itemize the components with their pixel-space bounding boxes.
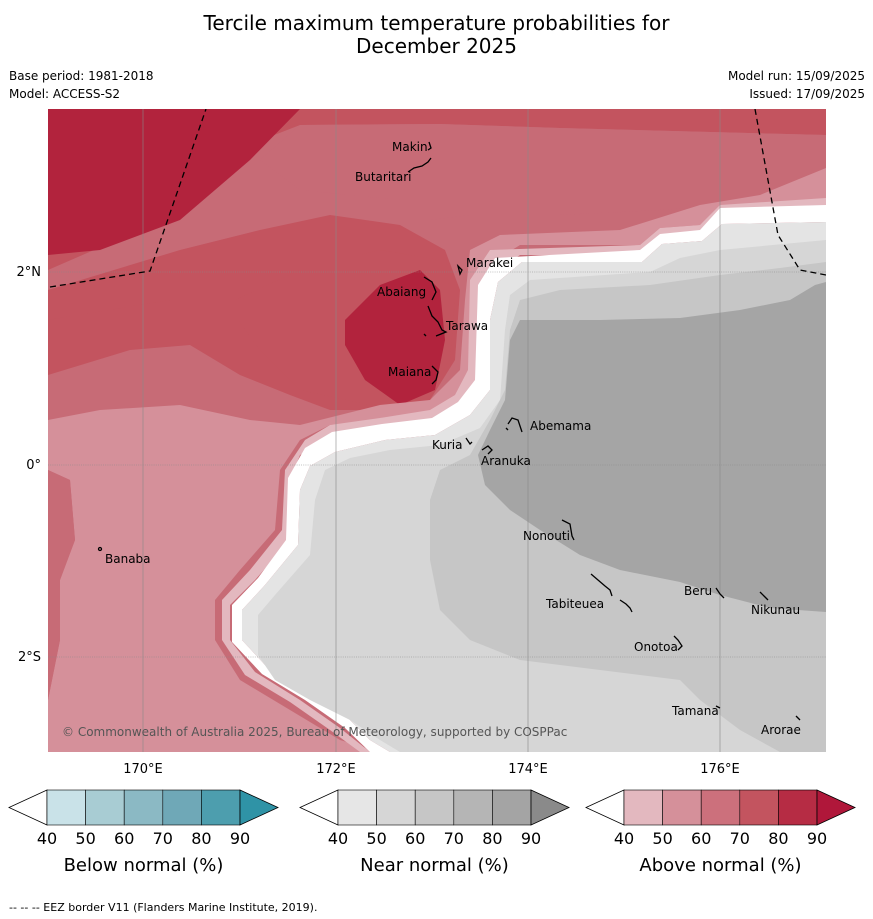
island-label: Nikunau: [751, 603, 800, 617]
base-period: Base period: 1981-2018: [9, 69, 154, 83]
island-label: Nonouti: [523, 529, 570, 543]
colorbar-segment: [492, 789, 532, 826]
colorbar-tick-label: 80: [768, 829, 788, 848]
lat-tick-label: 0°: [26, 458, 41, 473]
island-label: Beru: [684, 584, 712, 598]
meta-right: Model run: 15/09/2025 Issued: 17/09/2025: [728, 67, 865, 103]
island-label: Tabiteuea: [545, 597, 604, 611]
eez-border: [49, 109, 826, 288]
colorbar-segment: [201, 789, 241, 826]
island-label: Kuria: [432, 438, 463, 452]
issued-date: Issued: 17/09/2025: [749, 87, 865, 101]
above-90-band-nw: [48, 109, 300, 255]
colorbar-legend: 40 50 60 70 80 90 Near normal (%): [299, 789, 570, 876]
colorbar-legend: 40 50 60 70 80 90 Below normal (%): [8, 789, 279, 876]
colorbar-segment: [623, 789, 663, 826]
colorbar-tick-label: 50: [75, 829, 95, 848]
eez-footnote: -- -- -- EEZ border V11 (Flanders Marine…: [9, 901, 317, 914]
colorbar-tick-label: 80: [482, 829, 502, 848]
lat-tick-label: 2°N: [17, 265, 42, 280]
island-label: Banaba: [105, 552, 151, 566]
meta-left: Base period: 1981-2018 Model: ACCESS-S2: [9, 67, 154, 103]
island-label: Abaiang: [377, 285, 426, 299]
island-label: Aranuka: [481, 454, 531, 468]
island-label: Butaritari: [355, 170, 412, 184]
colorbar-tick-label: 40: [614, 829, 634, 848]
island-label: Arorae: [761, 723, 801, 737]
legends: 40 50 60 70 80 90 Below normal (%) 40 50 60 70 80 90…: [8, 789, 856, 876]
colorbar-tick-label: 90: [230, 829, 250, 848]
island-label: Tarawa: [445, 319, 488, 333]
colorbar-title: Above normal (%): [639, 855, 801, 876]
axis-labels: 2°N 0° 2°S 170°E 172°E 174°E 176°E: [17, 265, 740, 777]
colorbar-tick-label: 50: [366, 829, 386, 848]
colorbar-title: Below normal (%): [64, 855, 224, 876]
colorbar-title: Near normal (%): [360, 855, 509, 876]
above-60-band: [48, 168, 826, 752]
colorbar-tick-label: 40: [328, 829, 348, 848]
colorbar-tick-label: 90: [807, 829, 827, 848]
colorbar-segment: [453, 789, 493, 826]
colorbar-segment: [376, 789, 416, 826]
title-line-1: Tercile maximum temperature probabilitie…: [203, 11, 670, 35]
island-label: Maiana: [388, 365, 431, 379]
island-label: Makin: [392, 140, 428, 154]
lon-tick-label: 174°E: [508, 762, 548, 777]
above-90-core: [345, 270, 445, 405]
lon-tick-label: 170°E: [123, 762, 163, 777]
colorbar-tick-label: 60: [114, 829, 134, 848]
colorbar-min-arrow: [299, 789, 339, 826]
colorbar-tick-label: 60: [691, 829, 711, 848]
gridlines: [48, 109, 826, 752]
model-name: Model: ACCESS-S2: [9, 87, 121, 101]
island-labels: Makin Butaritari Marakei Abaiang Tarawa Maian…: [105, 140, 801, 737]
colorbar-legend: 40 50 60 70 80 90 Above normal (%): [585, 789, 856, 876]
colorbar-tick-label: 40: [37, 829, 57, 848]
colorbar-segment: [778, 789, 818, 826]
colorbar-tick-label: 70: [444, 829, 464, 848]
island-label: Abemama: [530, 419, 591, 433]
colorbar-segment: [739, 789, 779, 826]
colorbar-min-arrow: [585, 789, 625, 826]
map-title: Tercile maximum temperature probabilitie…: [0, 12, 873, 58]
colorbar-segment: [85, 789, 125, 826]
lon-tick-label: 176°E: [700, 762, 740, 777]
lat-tick-label: 2°S: [18, 650, 41, 665]
colorbar-segment: [162, 789, 202, 826]
island-shapes: [97, 141, 801, 721]
colorbar-segment: [700, 789, 741, 826]
colorbar-segment: [46, 789, 86, 826]
colorbar-tick-label: 90: [521, 829, 541, 848]
colorbar-tick-label: 70: [730, 829, 750, 848]
island-label: Marakei: [466, 256, 513, 270]
colorbar-tick-label: 70: [153, 829, 173, 848]
colorbar-max-arrow: [239, 789, 279, 826]
near-70-band: [478, 282, 826, 612]
probability-field: Makin Butaritari Marakei Abaiang Tarawa Maian…: [48, 109, 826, 752]
copyright-text: © Commonwealth of Australia 2025, Bureau…: [62, 725, 567, 739]
colorbar-tick-label: 50: [652, 829, 672, 848]
colorbar-segment: [662, 789, 702, 826]
model-run: Model run: 15/09/2025: [727, 69, 865, 83]
colorbar-tick-label: 80: [191, 829, 211, 848]
island-label: Onotoa: [634, 640, 678, 654]
title-line-2: December 2025: [356, 34, 517, 58]
above-50-band: [222, 198, 826, 752]
colorbar-min-arrow: [8, 789, 48, 826]
colorbar-max-arrow: [816, 789, 856, 826]
colorbar-tick-label: 60: [405, 829, 425, 848]
lon-tick-label: 172°E: [316, 762, 356, 777]
colorbar-segment: [414, 789, 455, 826]
colorbar-segment: [337, 789, 377, 826]
colorbar-segment: [123, 789, 164, 826]
colorbar-max-arrow: [530, 789, 570, 826]
island-label: Tamana: [671, 704, 719, 718]
